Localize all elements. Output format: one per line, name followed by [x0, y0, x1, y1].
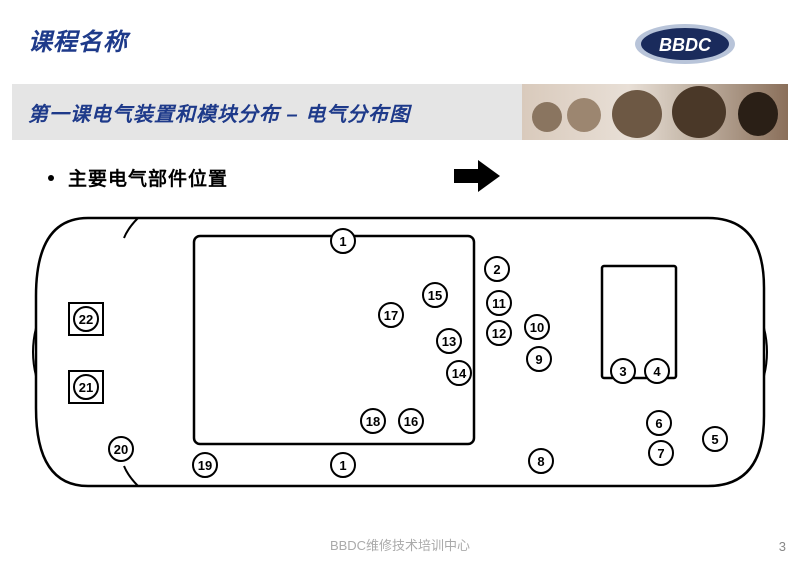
- diagram-node-7: 7: [648, 440, 674, 466]
- arrow-right-icon: [454, 160, 500, 197]
- diagram-box-21: 21: [68, 370, 104, 404]
- diagram-node-2: 2: [484, 256, 510, 282]
- diagram-node-19: 19: [192, 452, 218, 478]
- diagram-node-8: 8: [528, 448, 554, 474]
- footer-text: BBDC维修技术培训中心: [0, 535, 800, 554]
- bullet-dot-icon: [48, 175, 54, 181]
- car-diagram: 2221 11211121091517131418163467581920: [28, 208, 772, 496]
- diagram-box-22: 22: [68, 302, 104, 336]
- bullet-text: 主要电气部件位置: [68, 164, 228, 191]
- diagram-node-5: 5: [702, 426, 728, 452]
- diagram-node-11: 11: [486, 290, 512, 316]
- diagram-node-20: 20: [108, 436, 134, 462]
- diagram-node-3: 3: [610, 358, 636, 384]
- subtitle: 第一课电气装置和模块分布 – 电气分布图: [28, 98, 410, 127]
- course-name: 课程名称: [28, 22, 128, 57]
- diagram-node-14: 14: [446, 360, 472, 386]
- diagram-node-10: 10: [524, 314, 550, 340]
- diagram-node-22: 22: [73, 306, 99, 332]
- slide: 课程名称 BBDC 第一课电气装置和模块分布 – 电气分布图 主要电气部件位置: [0, 0, 800, 562]
- diagram-node-21: 21: [73, 374, 99, 400]
- diagram-node-1: 1: [330, 452, 356, 478]
- diagram-node-18: 18: [360, 408, 386, 434]
- diagram-node-1: 1: [330, 228, 356, 254]
- diagram-node-15: 15: [422, 282, 448, 308]
- bbdc-logo: BBDC: [630, 20, 740, 68]
- diagram-node-12: 12: [486, 320, 512, 346]
- diagram-node-6: 6: [646, 410, 672, 436]
- diagram-node-9: 9: [526, 346, 552, 372]
- page-number: 3: [779, 539, 786, 554]
- svg-text:BBDC: BBDC: [659, 35, 712, 55]
- diagram-node-4: 4: [644, 358, 670, 384]
- bullet-row: 主要电气部件位置: [48, 164, 228, 191]
- diagram-node-16: 16: [398, 408, 424, 434]
- banner-image: [522, 84, 788, 140]
- diagram-node-13: 13: [436, 328, 462, 354]
- diagram-node-17: 17: [378, 302, 404, 328]
